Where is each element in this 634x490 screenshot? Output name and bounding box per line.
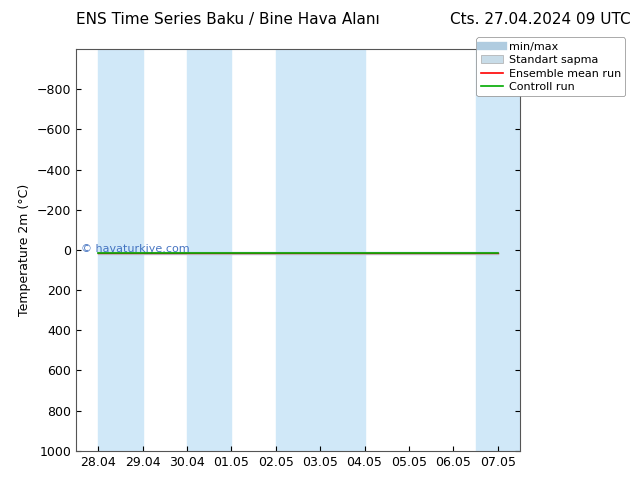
Bar: [187, 49, 231, 451]
Text: Cts. 27.04.2024 09 UTC: Cts. 27.04.2024 09 UTC: [450, 12, 631, 27]
Bar: [476, 49, 520, 451]
Bar: [276, 49, 365, 451]
Bar: [98, 49, 143, 451]
Legend: min/max, Standart sapma, Ensemble mean run, Controll run: min/max, Standart sapma, Ensemble mean r…: [476, 37, 625, 97]
Y-axis label: Temperature 2m (°C): Temperature 2m (°C): [18, 184, 31, 316]
Text: © havaturkiye.com: © havaturkiye.com: [81, 244, 189, 254]
Text: ENS Time Series Baku / Bine Hava Alanı: ENS Time Series Baku / Bine Hava Alanı: [76, 12, 380, 27]
